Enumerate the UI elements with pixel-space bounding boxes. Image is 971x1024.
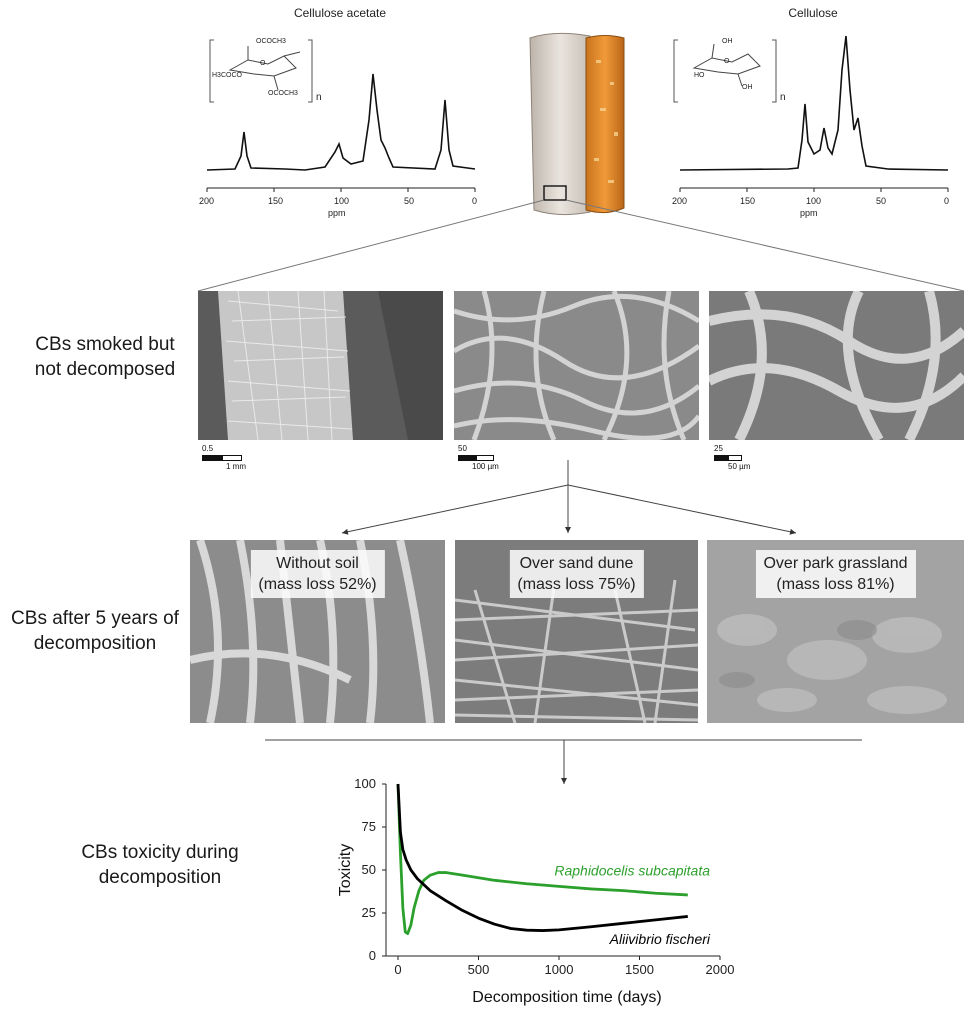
without-soil-title: Without soil xyxy=(276,555,359,572)
cellulose-nmr-spectrum xyxy=(679,35,949,192)
scalebar-2: 50 100 µm xyxy=(458,444,499,471)
sem-decomposed-panel-3: Over park grassland (mass loss 81%) xyxy=(707,540,964,723)
sand-dune-title: Over sand dune xyxy=(519,555,634,572)
cellulose-axis-unit: ppm xyxy=(800,208,818,218)
acetate-group-top: OCOCH3 xyxy=(256,38,286,45)
sand-dune-caption: Over sand dune (mass loss 75%) xyxy=(509,550,644,598)
acetate-spectrum-line xyxy=(206,73,476,171)
sem-fibers-lowmag xyxy=(198,291,443,440)
acetate-tick-200: 200 xyxy=(199,196,215,206)
park-grassland-title: Over park grassland xyxy=(763,555,908,572)
acetate-axis-unit: ppm xyxy=(328,208,346,218)
cellulose-group-top: OH xyxy=(722,38,733,45)
sand-dune-mass-loss: (mass loss 75%) xyxy=(517,576,636,593)
without-soil-mass-loss: (mass loss 52%) xyxy=(258,576,377,593)
sem-decomposed-panel-1: Without soil (mass loss 52%) xyxy=(190,540,445,723)
cellulose-tick-200: 200 xyxy=(672,196,688,206)
acetate-tick-150: 150 xyxy=(268,196,284,206)
scalebar-3-bottom: 50 µm xyxy=(728,462,751,471)
aliivibrio-series-line xyxy=(396,783,688,932)
aliivibrio-label: Aliivibrio fischeri xyxy=(609,931,711,947)
y-tick-label: 100 xyxy=(354,776,376,791)
scalebar-1-top: 0.5 xyxy=(202,444,214,453)
chart-connector xyxy=(265,739,862,784)
x-tick-label: 2000 xyxy=(706,962,735,977)
cellulose-tick-50: 50 xyxy=(876,196,887,206)
y-axis-label: Toxicity xyxy=(337,844,354,896)
y-tick-label: 25 xyxy=(362,905,376,920)
acetate-tick-100: 100 xyxy=(334,196,350,206)
park-grassland-mass-loss: (mass loss 81%) xyxy=(776,576,895,593)
sem-smoked-panel-3 xyxy=(709,291,964,440)
zoom-box xyxy=(543,185,567,201)
cellulose-acetate-structure: OCOCH3 O H3COCO OCOCH3 n xyxy=(208,38,328,108)
smoked-row-label: CBs smoked but not decomposed xyxy=(34,334,176,380)
x-tick-label: 1500 xyxy=(625,962,654,977)
decomposed-row-label: CBs after 5 years of decomposition xyxy=(11,608,179,654)
sem-fibers-highmag xyxy=(709,291,964,440)
cellulose-acetate-nmr-spectrum xyxy=(206,73,476,192)
sem-smoked-panel-1 xyxy=(198,291,443,440)
cellulose-group-left: HO xyxy=(694,72,705,79)
sem-fibers-midmag xyxy=(454,291,699,440)
cellulose-group-bottom: OH xyxy=(742,84,753,91)
y-tick-label: 0 xyxy=(369,948,376,963)
sem-decomposed-fibers-2 xyxy=(455,540,698,723)
acetate-tick-0: 0 xyxy=(472,196,478,206)
acetate-ring-oxygen: O xyxy=(260,60,266,67)
branch-arrows xyxy=(341,460,797,535)
cellulose-tick-150: 150 xyxy=(740,196,756,206)
cellulose-acetate-title: Cellulose acetate xyxy=(293,6,387,20)
x-tick-label: 1000 xyxy=(545,962,574,977)
toxicity-row-label: CBs toxicity during decomposition xyxy=(81,842,239,888)
without-soil-caption: Without soil (mass loss 52%) xyxy=(250,550,385,598)
y-tick-label: 75 xyxy=(362,819,376,834)
acetate-tick-50: 50 xyxy=(404,196,415,206)
scalebar-2-bottom: 100 µm xyxy=(472,462,499,471)
raphidocelis-label: Raphidocelis subcapitata xyxy=(554,862,710,878)
cellulose-tick-100: 100 xyxy=(806,196,822,206)
acetate-axis-ticks xyxy=(206,188,476,192)
cellulose-subscript: n xyxy=(780,92,786,103)
scalebar-1: 0.5 1 mm xyxy=(202,444,246,471)
acetate-group-bottom: OCOCH3 xyxy=(268,90,298,97)
cellulose-tick-0: 0 xyxy=(944,196,950,206)
scalebar-3-top: 25 xyxy=(714,444,723,453)
cellulose-spectrum-line xyxy=(679,35,949,171)
raphidocelis-series-line xyxy=(396,783,688,936)
cellulose-structure: OH O HO OH n xyxy=(672,38,792,108)
scalebar-2-top: 50 xyxy=(458,444,467,453)
sem-decomposed-panel-2: Over sand dune (mass loss 75%) xyxy=(455,540,698,723)
cellulose-ring-drawing xyxy=(673,39,777,103)
cellulose-ring-oxygen: O xyxy=(724,58,730,65)
cigarette-butt-image xyxy=(529,32,625,216)
acetate-group-left: H3COCO xyxy=(212,72,242,79)
cellulose-title: Cellulose xyxy=(788,6,838,20)
scalebar-1-bottom: 1 mm xyxy=(226,462,246,471)
scalebar-3: 25 50 µm xyxy=(714,444,750,471)
acetate-ring-drawing xyxy=(209,39,313,103)
zoom-lines xyxy=(197,199,965,292)
x-tick-label: 500 xyxy=(468,962,490,977)
sem-smoked-panel-2 xyxy=(454,291,699,440)
cellulose-axis-ticks xyxy=(679,188,949,192)
park-grassland-caption: Over park grassland (mass loss 81%) xyxy=(755,550,916,598)
y-tick-label: 50 xyxy=(362,862,376,877)
acetate-subscript: n xyxy=(316,92,322,103)
x-tick-label: 0 xyxy=(394,962,401,977)
x-axis-label: Decomposition time (days) xyxy=(472,989,661,1006)
